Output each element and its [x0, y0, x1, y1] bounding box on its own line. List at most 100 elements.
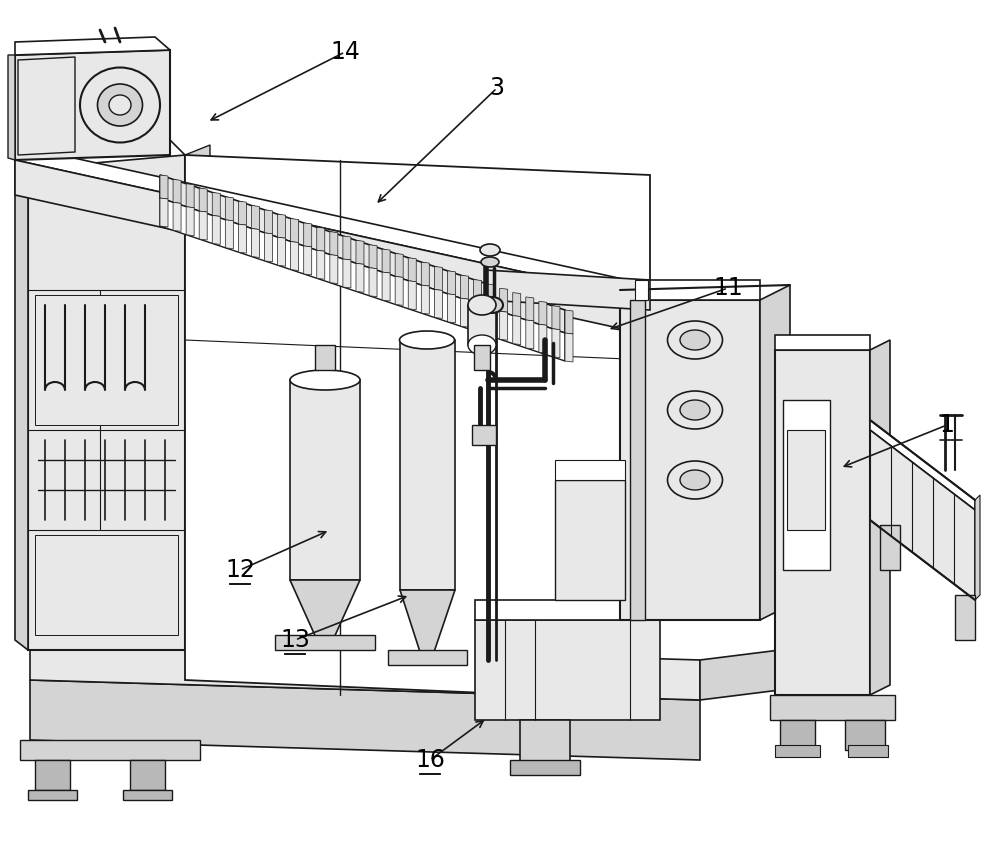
Ellipse shape: [400, 331, 454, 349]
Polygon shape: [434, 266, 442, 291]
Polygon shape: [225, 196, 233, 221]
Polygon shape: [199, 188, 207, 212]
Text: 1: 1: [940, 413, 954, 437]
Polygon shape: [291, 218, 299, 242]
Polygon shape: [238, 224, 246, 253]
Polygon shape: [955, 595, 975, 640]
Polygon shape: [278, 237, 286, 266]
Polygon shape: [760, 285, 790, 620]
Polygon shape: [395, 253, 403, 277]
Polygon shape: [500, 311, 508, 340]
Polygon shape: [265, 210, 273, 234]
Polygon shape: [304, 223, 312, 246]
Polygon shape: [565, 310, 573, 334]
Polygon shape: [845, 720, 885, 750]
Polygon shape: [408, 280, 416, 309]
Polygon shape: [775, 745, 820, 757]
Polygon shape: [520, 720, 570, 765]
Ellipse shape: [668, 391, 722, 429]
Polygon shape: [356, 264, 364, 292]
Polygon shape: [278, 214, 286, 238]
Polygon shape: [317, 250, 325, 280]
Polygon shape: [526, 297, 534, 321]
Polygon shape: [539, 301, 547, 326]
Polygon shape: [15, 37, 170, 55]
Polygon shape: [460, 298, 468, 327]
Polygon shape: [700, 650, 780, 700]
Polygon shape: [555, 480, 625, 600]
Polygon shape: [447, 271, 455, 295]
Polygon shape: [238, 201, 246, 225]
Polygon shape: [870, 430, 975, 600]
Polygon shape: [870, 420, 975, 510]
Polygon shape: [770, 695, 895, 720]
Polygon shape: [783, 400, 830, 570]
Ellipse shape: [468, 335, 496, 355]
Ellipse shape: [481, 297, 503, 313]
Polygon shape: [474, 303, 482, 332]
Polygon shape: [35, 760, 70, 790]
Polygon shape: [18, 57, 75, 155]
Ellipse shape: [680, 400, 710, 420]
Polygon shape: [356, 241, 364, 264]
Text: 12: 12: [225, 558, 255, 582]
Polygon shape: [15, 155, 28, 650]
Polygon shape: [369, 268, 377, 297]
Polygon shape: [552, 329, 560, 358]
Ellipse shape: [98, 84, 143, 126]
Polygon shape: [160, 175, 565, 333]
Polygon shape: [8, 55, 15, 160]
Polygon shape: [15, 50, 170, 160]
Polygon shape: [160, 198, 565, 361]
Ellipse shape: [481, 257, 499, 267]
Polygon shape: [28, 790, 77, 800]
Polygon shape: [304, 246, 312, 275]
Polygon shape: [775, 350, 870, 695]
Polygon shape: [199, 211, 207, 240]
Polygon shape: [552, 306, 560, 330]
Text: 16: 16: [415, 748, 445, 772]
Polygon shape: [30, 640, 700, 700]
Polygon shape: [434, 290, 442, 319]
Polygon shape: [343, 259, 351, 288]
Polygon shape: [160, 198, 168, 227]
Polygon shape: [265, 233, 273, 262]
Polygon shape: [870, 340, 890, 695]
Polygon shape: [620, 300, 760, 620]
Text: 13: 13: [280, 628, 310, 652]
Polygon shape: [185, 145, 210, 650]
Polygon shape: [775, 335, 870, 350]
Ellipse shape: [290, 370, 360, 390]
Polygon shape: [35, 535, 178, 635]
Polygon shape: [400, 590, 455, 655]
Ellipse shape: [668, 461, 722, 499]
Polygon shape: [186, 207, 194, 235]
Polygon shape: [848, 745, 888, 757]
Polygon shape: [780, 720, 815, 750]
Text: 3: 3: [490, 76, 505, 100]
Polygon shape: [400, 340, 455, 590]
Polygon shape: [620, 280, 760, 300]
Polygon shape: [460, 275, 468, 299]
Ellipse shape: [680, 330, 710, 350]
Polygon shape: [330, 231, 338, 256]
Polygon shape: [421, 262, 429, 286]
Ellipse shape: [109, 95, 131, 115]
Polygon shape: [251, 206, 259, 230]
Polygon shape: [500, 288, 508, 312]
Polygon shape: [290, 380, 360, 580]
Polygon shape: [513, 315, 521, 344]
Polygon shape: [565, 333, 573, 362]
Polygon shape: [475, 620, 660, 720]
Polygon shape: [173, 179, 181, 203]
Polygon shape: [787, 430, 825, 530]
Polygon shape: [555, 460, 625, 480]
Polygon shape: [474, 280, 482, 303]
Polygon shape: [315, 345, 335, 370]
Polygon shape: [408, 258, 416, 281]
Polygon shape: [185, 155, 650, 700]
Polygon shape: [317, 227, 325, 252]
Polygon shape: [474, 345, 490, 370]
Polygon shape: [369, 245, 377, 269]
Polygon shape: [123, 790, 172, 800]
